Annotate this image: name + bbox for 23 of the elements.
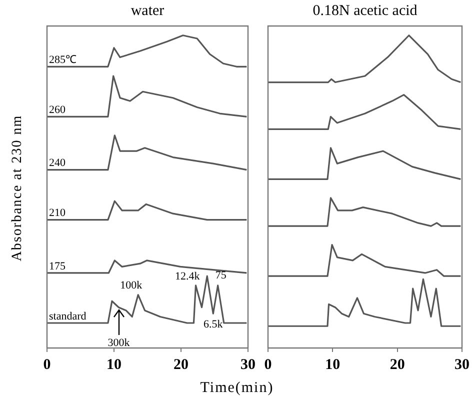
series-label: 240: [49, 157, 66, 170]
chart-title: 0.18N acetic acid: [312, 2, 418, 19]
x-tick-label: 0: [264, 356, 272, 373]
x-tick-label: 10: [325, 356, 340, 373]
annotation: 6.5k: [204, 318, 224, 330]
series-label: 175: [49, 260, 66, 272]
series-label: 285℃: [49, 54, 76, 66]
series-label: 210: [49, 207, 66, 220]
x-axis-title: Time(min): [199, 380, 275, 397]
x-tick-label: 20: [390, 356, 405, 373]
series-label: 260: [49, 104, 66, 116]
annotation: 75: [215, 269, 227, 282]
x-tick-label: 30: [454, 356, 470, 373]
annotation: 300k: [108, 337, 130, 350]
series-label: standard: [49, 310, 87, 322]
x-tick-label: 30: [240, 356, 256, 373]
annotation: 12.4k: [174, 270, 200, 282]
y-axis-title: Absorbance at 230 nm: [10, 114, 26, 264]
chart-title: water: [130, 2, 164, 19]
x-tick-label: 0: [43, 356, 51, 373]
annotation: 100k: [120, 280, 143, 292]
x-tick-label: 20: [174, 356, 188, 373]
x-tick-label: 10: [106, 356, 122, 373]
